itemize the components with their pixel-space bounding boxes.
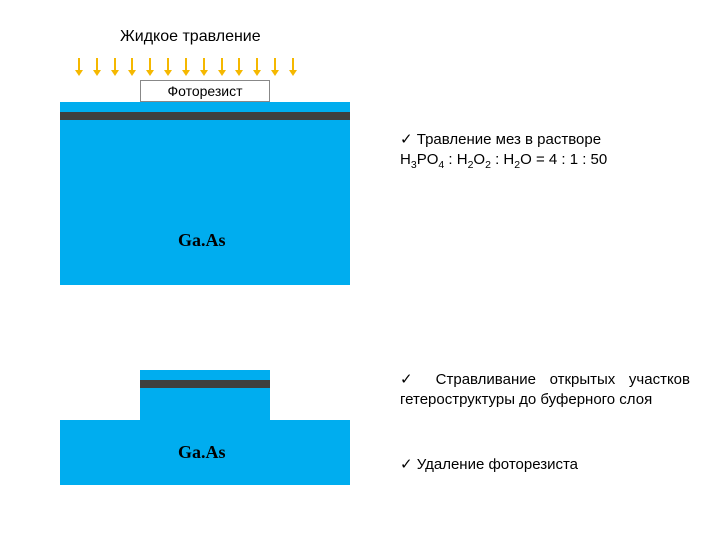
note3-text: Удаление фоторезиста: [417, 456, 578, 473]
note-etch-solution: ✓ Травление мез в растворе H3PO4 : H2O2 …: [400, 130, 690, 172]
down-arrow-icon: [78, 58, 80, 76]
check-icon: ✓: [400, 456, 413, 473]
down-arrow-icon: [238, 58, 240, 76]
etch-arrows: [78, 58, 294, 76]
down-arrow-icon: [274, 58, 276, 76]
down-arrow-icon: [114, 58, 116, 76]
mesa-dark: [140, 380, 270, 388]
note2-text: Стравливание открытых участков гетеростр…: [400, 371, 690, 408]
down-arrow-icon: [256, 58, 258, 76]
note-etch-depth: ✓ Стравливание открытых участков гетерос…: [400, 370, 690, 411]
stack-after: Ga.As: [60, 370, 350, 485]
dark-layer: [60, 112, 350, 120]
down-arrow-icon: [149, 58, 151, 76]
down-arrow-icon: [292, 58, 294, 76]
check-icon: ✓: [400, 371, 422, 388]
down-arrow-icon: [96, 58, 98, 76]
substrate: [60, 130, 350, 285]
check-icon: ✓: [400, 131, 413, 148]
photoresist-label: Фоторезист: [167, 83, 242, 99]
down-arrow-icon: [185, 58, 187, 76]
down-arrow-icon: [221, 58, 223, 76]
mesa-cap: [140, 370, 270, 380]
mesa-mid: [140, 388, 270, 398]
note-resist-removal: ✓ Удаление фоторезиста: [400, 455, 690, 475]
mesa-body: [140, 398, 270, 420]
cap-layer: [60, 102, 350, 112]
diagram-title: Жидкое травление: [120, 28, 261, 46]
substrate-label-2: Ga.As: [178, 442, 226, 463]
note1-line1: Травление мез в растворе: [417, 131, 601, 148]
down-arrow-icon: [203, 58, 205, 76]
photoresist-layer: Фоторезист: [140, 80, 270, 102]
note1-formula: H3PO4 : H2O2 : H2O = 4 : 1 : 50: [400, 151, 607, 168]
stack-before: Фоторезист Ga.As: [60, 80, 350, 285]
down-arrow-icon: [167, 58, 169, 76]
mid-layer: [60, 120, 350, 130]
substrate-label-1: Ga.As: [178, 230, 226, 251]
down-arrow-icon: [131, 58, 133, 76]
